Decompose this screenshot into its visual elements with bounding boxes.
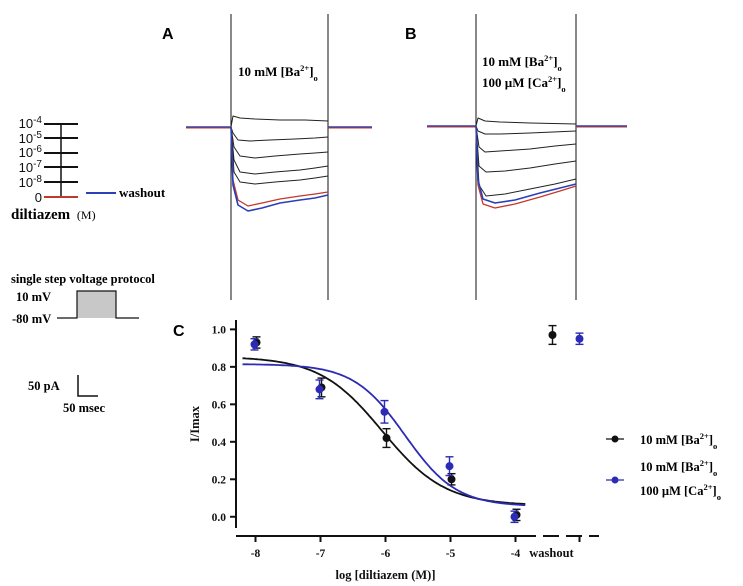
panel-b-traces — [427, 14, 627, 300]
data-point — [447, 475, 456, 484]
panel-a-trace-1e-4 — [230, 115, 329, 128]
dose-axis-name: diltiazem — [11, 207, 71, 223]
panel-label-a: A — [162, 26, 174, 43]
scale-bar-lines — [77, 375, 98, 397]
dose-washout-label: washout — [119, 185, 166, 200]
y-tick-label: 0.2 — [212, 474, 227, 486]
panel-b-trace-washout — [475, 125, 577, 204]
panel-b-trace-1e-8 — [475, 125, 577, 197]
x-tick-label: -7 — [316, 548, 326, 560]
x-tick-label: -6 — [381, 548, 391, 560]
data-point — [510, 512, 519, 521]
dose-label-1e-8: 10-8 — [19, 174, 43, 191]
panel-b-trace-1e-7 — [475, 125, 577, 173]
panel-b-condition-label-1: 10 mM [Ba2+]o — [482, 53, 562, 73]
dose-axis-title: diltiazem (M) — [11, 207, 96, 223]
x-tick-label: -4 — [511, 548, 521, 560]
data-point — [250, 340, 259, 349]
panel-a-trace-control — [230, 126, 329, 207]
scale-bar-current: 50 pA — [28, 379, 60, 393]
data-point — [382, 434, 391, 443]
panel-a-trace-1e-8 — [230, 126, 329, 185]
panel-a-condition: 10 mM [Ba2+]o — [238, 63, 318, 83]
x-axis-title: log [diltiazem (M)] — [336, 568, 436, 582]
panel-b-condition-2: 100 µM [Ca2+]o — [482, 74, 566, 94]
protocol-step-fill — [77, 291, 116, 318]
protocol-holding-voltage: -80 mV — [12, 312, 51, 326]
panel-a-traces — [186, 14, 372, 300]
y-tick-label: 1.0 — [212, 324, 227, 336]
panel-a-trace-1e-6 — [230, 126, 329, 159]
legend-ba-label: 10 mM [Ba2+]o — [640, 431, 717, 451]
dose-ladder-labels: 10-4 10-5 10-6 10-7 10-8 0 — [19, 115, 43, 206]
washout-point — [548, 330, 557, 339]
washout-point — [575, 334, 584, 343]
legend-baca-marker — [611, 476, 619, 484]
data-point — [380, 407, 389, 416]
panel-b-trace-1e-4 — [475, 117, 577, 127]
scale-bar-time: 50 msec — [63, 401, 105, 415]
y-axis-title: I/Imax — [188, 405, 202, 442]
dose-axis-unit: (M) — [77, 208, 96, 222]
panel-a-condition-label: 10 mM [Ba2+]o — [238, 63, 318, 83]
protocol-waveform — [57, 290, 139, 319]
chart-legend: 10 mM [Ba2+]o 10 mM [Ba2+]o 100 µM [Ca2+… — [606, 431, 721, 502]
legend-ba-marker — [611, 435, 619, 443]
fit-curve-baca — [242, 363, 526, 506]
protocol-title: single step voltage protocol — [11, 272, 155, 286]
scale-bar — [77, 375, 98, 397]
data-point — [445, 462, 454, 471]
panel-label-c: C — [173, 323, 185, 340]
panel-b-condition-label-2: 100 µM [Ca2+]o — [482, 74, 566, 94]
panel-b-trace-1e-6 — [475, 125, 577, 153]
legend-baca-label-1: 10 mM [Ba2+]o — [640, 458, 717, 478]
panel-label-b: B — [405, 26, 417, 43]
dose-ladder — [44, 123, 116, 198]
fit-curve-ba — [242, 357, 526, 505]
dose-response-chart: 0.0 0.2 0.4 0.6 0.8 1.0 I/Imax -8 -7 -6 -5 -4 log [d… — [188, 320, 599, 582]
panel-a-trace-washout — [230, 126, 329, 212]
dose-label-control: 0 — [35, 190, 42, 205]
panel-a-trace-1e-5 — [230, 126, 329, 142]
y-tick-label: 0.4 — [212, 437, 227, 449]
x-tick-label: -8 — [251, 548, 261, 560]
panel-b-trace-control — [475, 125, 577, 209]
protocol-pulse — [57, 290, 139, 319]
y-tick-label: 0.8 — [212, 362, 227, 374]
panel-b-condition-1: 10 mM [Ba2+]o — [482, 53, 562, 73]
legend-baca-label-2: 100 µM [Ca2+]o — [640, 482, 721, 502]
panel-b-trace-1e-5 — [475, 125, 577, 135]
washout-tick-label: washout — [529, 546, 574, 560]
panel-a-trace-1e-7 — [230, 126, 329, 175]
y-tick-label: 0.0 — [212, 512, 227, 524]
y-tick-label: 0.6 — [212, 399, 227, 411]
x-tick-label: -5 — [446, 548, 456, 560]
data-point — [315, 385, 324, 394]
protocol-step-voltage: 10 mV — [16, 290, 51, 304]
